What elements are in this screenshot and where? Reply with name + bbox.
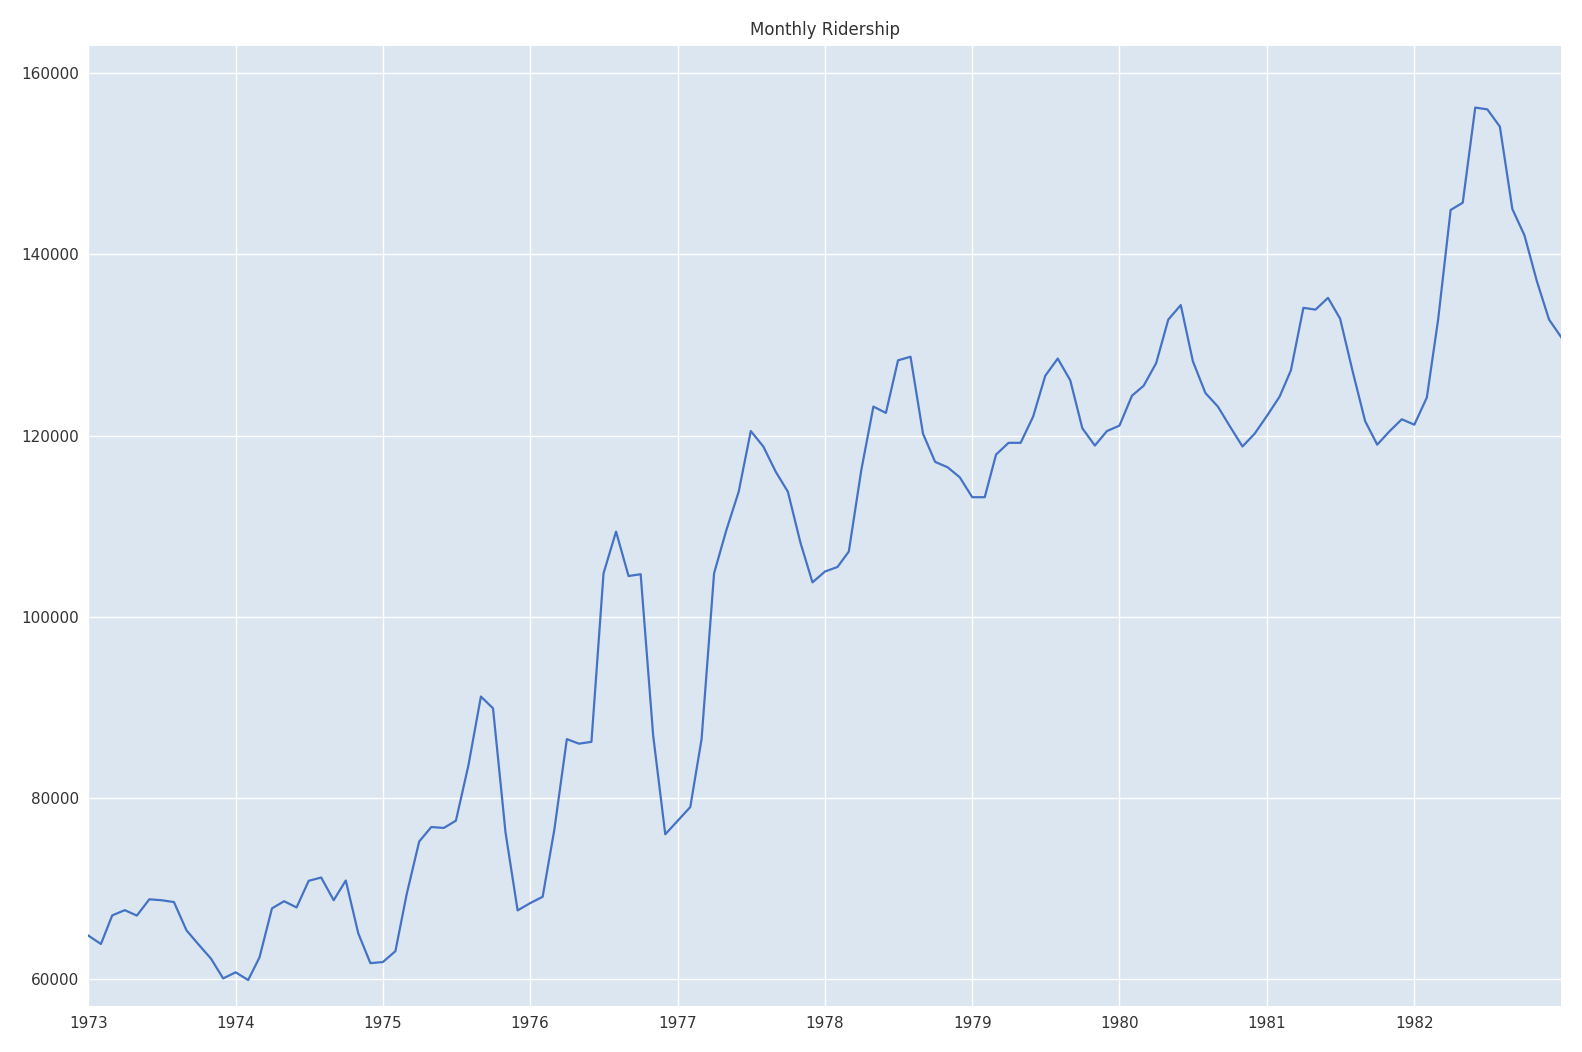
Title: Monthly Ridership: Monthly Ridership (750, 21, 900, 39)
